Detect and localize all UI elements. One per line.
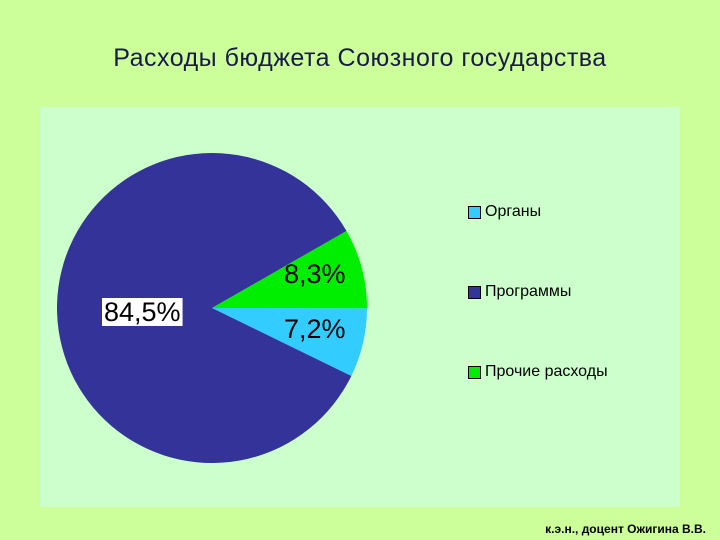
legend-item-prochie: Прочие расходы [468, 363, 608, 381]
plot-area: 7,2% 84,5% 8,3% Органы Программы Прочие расх… [40, 107, 680, 507]
legend-label: Прочие расходы [485, 363, 608, 380]
legend-label: Органы [485, 203, 542, 220]
footer-author: к.э.н., доцент Ожигина В.В. [545, 522, 706, 536]
legend-swatch [468, 365, 481, 379]
pie-chart: 7,2% 84,5% 8,3% [56, 153, 367, 464]
pie-slice-prochie [212, 230, 367, 309]
legend-item-programmy: Программы [468, 283, 571, 301]
data-label-prochie: 8,3% [284, 259, 346, 289]
legend-label: Программы [485, 283, 572, 300]
pie-slice-programmy [56, 153, 352, 464]
pie-slice-organy [212, 308, 367, 376]
chart-title: Расходы бюджета Союзного государства [113, 44, 607, 72]
data-label-programmy: 84,5% [104, 297, 181, 327]
data-label-programmy-bg [102, 298, 183, 326]
data-label-organy: 7,2% [284, 314, 346, 344]
legend-swatch [468, 205, 481, 219]
legend-item-organy: Органы [468, 203, 541, 221]
legend-swatch [468, 285, 481, 299]
